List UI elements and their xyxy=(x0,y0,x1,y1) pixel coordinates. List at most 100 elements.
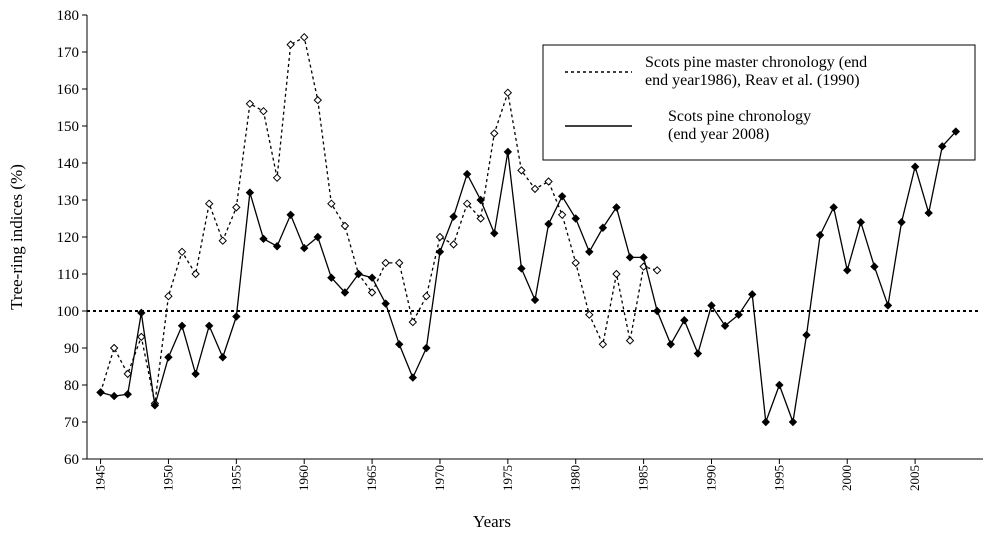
data-point xyxy=(164,291,173,301)
data-point xyxy=(245,188,255,197)
data-point xyxy=(435,247,445,257)
data-point xyxy=(788,417,798,427)
x-tick-label: 1950 xyxy=(160,465,175,491)
series-line xyxy=(100,131,957,425)
data-point xyxy=(395,340,404,349)
data-point xyxy=(218,236,227,245)
data-point xyxy=(204,199,214,208)
x-tick-label: 1990 xyxy=(703,465,718,491)
data-point xyxy=(395,258,404,268)
data-point xyxy=(232,312,241,321)
data-point xyxy=(557,192,567,201)
data-point xyxy=(286,40,295,49)
data-point xyxy=(191,369,200,379)
data-point xyxy=(313,95,322,105)
data-point xyxy=(530,295,540,305)
data-point xyxy=(109,343,119,353)
data-point xyxy=(897,217,906,227)
x-tick-label: 2000 xyxy=(839,465,854,491)
data-point xyxy=(300,243,309,253)
legend-label: Scots pine master chronology (end end ye… xyxy=(645,54,868,89)
data-point xyxy=(327,273,336,282)
data-point xyxy=(150,401,160,410)
y-tick-label: 160 xyxy=(57,82,80,98)
data-point xyxy=(449,212,458,221)
data-point xyxy=(802,330,811,340)
data-point xyxy=(96,388,105,397)
data-point xyxy=(693,349,703,358)
data-point xyxy=(585,247,594,257)
data-point xyxy=(204,321,214,331)
data-point xyxy=(883,301,893,310)
data-point xyxy=(503,147,513,157)
y-tick-label: 180 xyxy=(57,8,80,24)
data-point xyxy=(490,229,499,238)
data-point xyxy=(109,391,119,401)
data-point xyxy=(503,88,513,97)
data-point xyxy=(123,390,132,399)
data-point xyxy=(381,299,390,308)
data-point xyxy=(313,232,322,242)
y-tick-label: 60 xyxy=(64,452,79,468)
data-point xyxy=(856,217,866,227)
x-tick-label: 1955 xyxy=(228,465,243,491)
data-point xyxy=(598,340,608,349)
data-point xyxy=(259,106,268,116)
data-point xyxy=(557,210,567,220)
x-tick-label: 1945 xyxy=(93,465,108,491)
data-point xyxy=(340,221,350,231)
data-point xyxy=(381,258,390,268)
y-tick-label: 80 xyxy=(64,378,79,394)
data-point xyxy=(870,262,879,271)
data-point xyxy=(639,253,648,262)
data-point xyxy=(123,369,132,379)
data-point xyxy=(775,380,784,390)
x-axis-label: Years xyxy=(473,512,511,531)
data-point xyxy=(612,203,621,212)
data-point xyxy=(300,32,309,42)
y-tick-label: 70 xyxy=(64,415,79,431)
data-point xyxy=(571,214,580,223)
x-tick-label: 1970 xyxy=(432,465,447,491)
x-tick-label: 1965 xyxy=(364,465,379,491)
data-point xyxy=(544,219,553,229)
data-point xyxy=(666,340,675,349)
y-tick-label: 150 xyxy=(57,119,80,135)
data-point xyxy=(177,321,187,331)
data-point xyxy=(815,230,825,240)
data-point xyxy=(354,269,363,279)
x-tick-label: 1960 xyxy=(296,465,311,491)
data-point xyxy=(748,290,757,299)
data-point xyxy=(476,214,485,223)
data-point xyxy=(652,266,662,275)
data-point xyxy=(340,288,350,297)
data-point xyxy=(245,99,255,109)
data-point xyxy=(517,166,526,175)
data-point xyxy=(625,336,635,345)
data-point xyxy=(530,184,540,194)
data-point xyxy=(259,234,268,244)
data-point xyxy=(585,310,594,319)
series-line xyxy=(99,36,658,404)
data-point xyxy=(435,232,445,242)
data-point xyxy=(272,173,282,183)
data-point xyxy=(843,266,852,275)
y-tick-label: 140 xyxy=(57,156,80,172)
data-point xyxy=(829,203,838,212)
data-point xyxy=(286,210,295,220)
data-point xyxy=(910,162,920,171)
y-tick-label: 100 xyxy=(57,304,80,320)
data-point xyxy=(449,240,458,249)
x-tick-label: 1975 xyxy=(500,465,515,491)
data-point xyxy=(652,306,662,316)
y-tick-label: 110 xyxy=(57,267,79,283)
data-point xyxy=(137,308,146,318)
data-point xyxy=(422,343,431,353)
y-tick-label: 120 xyxy=(57,230,80,246)
data-point xyxy=(707,301,716,310)
data-point xyxy=(191,269,200,279)
y-tick-label: 90 xyxy=(64,341,79,357)
data-point xyxy=(571,258,580,268)
x-tick-label: 2005 xyxy=(907,465,922,491)
